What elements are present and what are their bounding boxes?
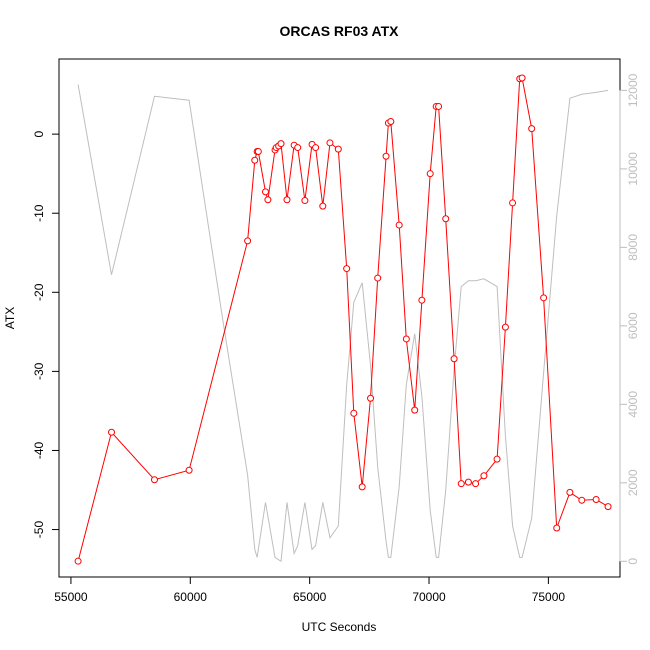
atx-point [501,323,509,331]
atx-point [553,524,561,532]
atx-point [450,355,458,363]
y-tick-label: -50 [32,521,46,539]
atx-point [464,478,472,486]
atx-point [334,145,342,153]
y2-tick-label: 6000 [626,312,640,339]
atx-point [185,466,193,474]
atx-point [457,480,465,488]
atx-point [343,265,351,273]
atx-point [528,125,536,133]
atx-point [251,156,259,164]
atx-point [509,199,517,207]
atx-point [358,483,366,491]
atx-point [592,495,600,503]
atx-point [540,294,548,302]
x-axis-label: UTC Seconds [302,620,377,634]
atx-point [426,170,434,178]
atx-point [264,196,272,204]
atx-point [283,196,291,204]
y-axis-label: ATX [3,307,17,329]
x-tick-label: 75000 [532,590,566,604]
y-tick-label: -20 [32,283,46,301]
atx-point [74,557,82,565]
atx-point [604,503,612,511]
atx-point [326,139,334,147]
atx-series-line [77,77,609,562]
y2-tick-label: 12000 [626,73,640,107]
y2-axis: 0 2000 4000 6000 8000 10000 12000 [619,73,640,565]
y-axis: -50 -40 -30 -20 -10 0 [32,130,60,539]
y-tick-label: -10 [32,204,46,222]
atx-point [150,476,158,484]
atx-point [261,188,269,196]
atx-point [294,144,302,152]
atx-point [493,455,501,463]
altitude-series-line [77,84,609,563]
y2-tick-label: 0 [626,558,640,565]
x-tick-label: 60000 [174,590,208,604]
x-axis: 55000 60000 65000 70000 75000 [54,576,566,604]
atx-point [518,74,526,82]
atx-point [350,409,358,417]
atx-point [402,335,410,343]
y2-tick-label: 10000 [626,152,640,186]
atx-point [411,406,419,414]
y2-tick-label: 4000 [626,391,640,418]
y-tick-label: 0 [32,130,46,137]
atx-point [578,496,586,504]
atx-point [480,472,488,480]
y-tick-label: -30 [32,362,46,380]
atx-point [382,152,390,160]
atx-point [374,274,382,282]
x-tick-label: 70000 [412,590,446,604]
x-tick-label: 55000 [54,590,88,604]
atx-point [244,237,252,245]
atx-point [442,215,450,223]
atx-point [395,221,403,229]
atx-point [319,202,327,210]
series-layer [74,74,612,565]
atx-point [472,480,480,488]
atx-point [566,488,574,496]
atx-point [254,148,262,156]
atx-point [387,117,395,125]
atx-point [301,197,309,205]
atx-point [367,394,375,402]
y2-tick-label: 2000 [626,469,640,496]
atx-point [418,296,426,304]
x-tick-label: 65000 [293,590,327,604]
atx-point [277,140,285,148]
atx-point [108,428,116,436]
atx-point [312,144,320,152]
y-tick-label: -40 [32,441,46,459]
atx-point [435,102,443,110]
y2-tick-label: 8000 [626,234,640,261]
chart-title: ORCAS RF03 ATX [279,23,399,39]
